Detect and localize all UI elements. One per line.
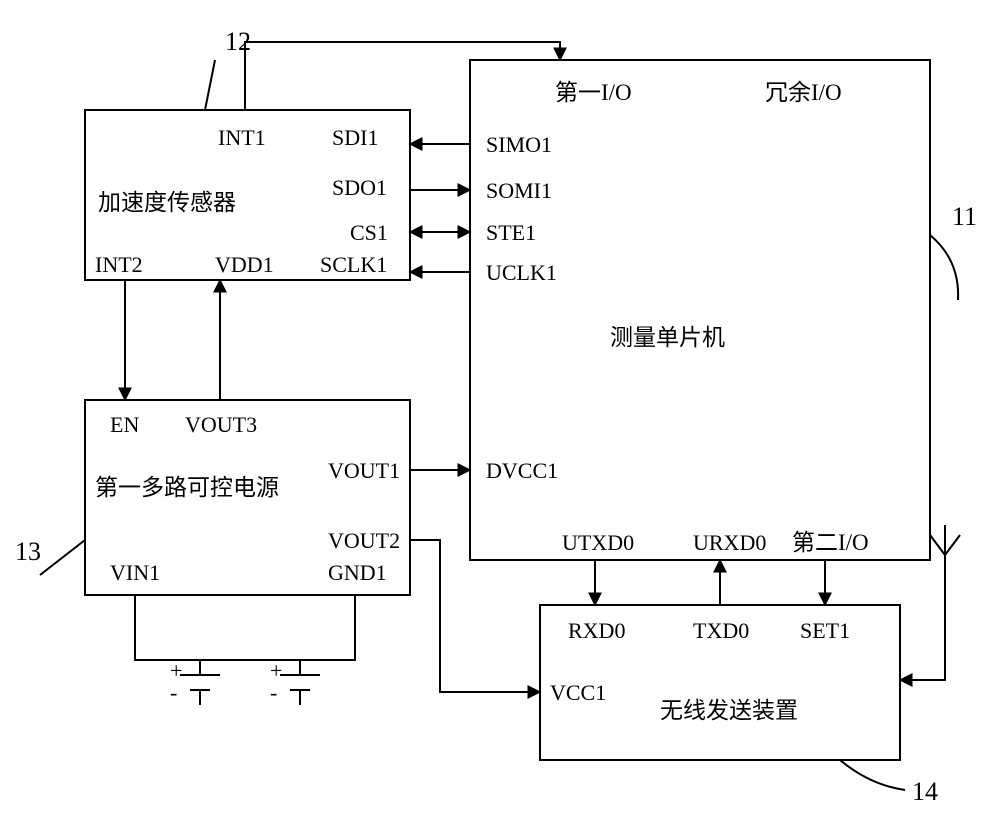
psu-gnd1-label: GND1: [328, 560, 387, 585]
ref-14: 14: [912, 777, 938, 806]
psu-title: 第一多路可控电源: [95, 475, 279, 500]
ref-11: 11: [952, 202, 977, 231]
psu-vout3-label: VOUT3: [185, 412, 257, 437]
mcu-simo1-label: SIMO1: [486, 132, 552, 157]
leader-14: [840, 760, 905, 790]
sensor-vdd1-label: VDD1: [215, 252, 274, 277]
mcu-uclk1-label: UCLK1: [486, 260, 557, 285]
psu-vin1-label: VIN1: [110, 560, 160, 585]
mcu-somi1-label: SOMI1: [486, 178, 552, 203]
mcu-ste1-label: STE1: [486, 220, 536, 245]
sensor-sdi1-label: SDI1: [332, 125, 378, 150]
tx-vcc1-label: VCC1: [550, 680, 606, 705]
tx-title: 无线发送装置: [660, 698, 798, 723]
wire-int1-to-io1: [245, 42, 560, 110]
tx-rxd0-label: RXD0: [568, 618, 625, 643]
leader-12: [205, 60, 215, 110]
mcu-ioR-label: 冗余I/O: [765, 80, 842, 105]
sensor-sclk1-label: SCLK1: [320, 252, 387, 277]
mcu-io2-label: 第二I/O: [792, 530, 869, 555]
battery-b-icon: + -: [270, 658, 320, 705]
sensor-cs1-label: CS1: [350, 220, 388, 245]
psu-en-label: EN: [110, 412, 139, 437]
sensor-title: 加速度传感器: [98, 190, 236, 215]
sensor-sdo1-label: SDO1: [332, 175, 387, 200]
ref-13: 13: [15, 537, 41, 566]
leader-13: [40, 540, 85, 575]
mcu-title: 测量单片机: [610, 325, 725, 350]
mcu-io1-label: 第一I/O: [555, 80, 632, 105]
svg-text:-: -: [170, 680, 177, 705]
sensor-int1-label: INT1: [218, 125, 266, 150]
tx-set1-label: SET1: [800, 618, 850, 643]
wire-battery-bus: [135, 595, 355, 660]
psu-vout1-label: VOUT1: [328, 458, 400, 483]
leader-11: [930, 235, 958, 300]
mcu-dvcc1-label: DVCC1: [486, 458, 558, 483]
wire-vout2-vcc1: [410, 540, 540, 692]
psu-vout2-label: VOUT2: [328, 528, 400, 553]
battery-a-icon: + -: [170, 658, 220, 705]
svg-text:-: -: [270, 680, 277, 705]
diagram-canvas: 第一I/O 冗余I/O SIMO1 SOMI1 STE1 UCLK1 测量单片机…: [0, 0, 1000, 829]
mcu-utxd0-label: UTXD0: [562, 530, 634, 555]
mcu-urxd0-label: URXD0: [693, 530, 766, 555]
tx-txd0-label: TXD0: [693, 618, 749, 643]
sensor-int2-label: INT2: [95, 252, 143, 277]
